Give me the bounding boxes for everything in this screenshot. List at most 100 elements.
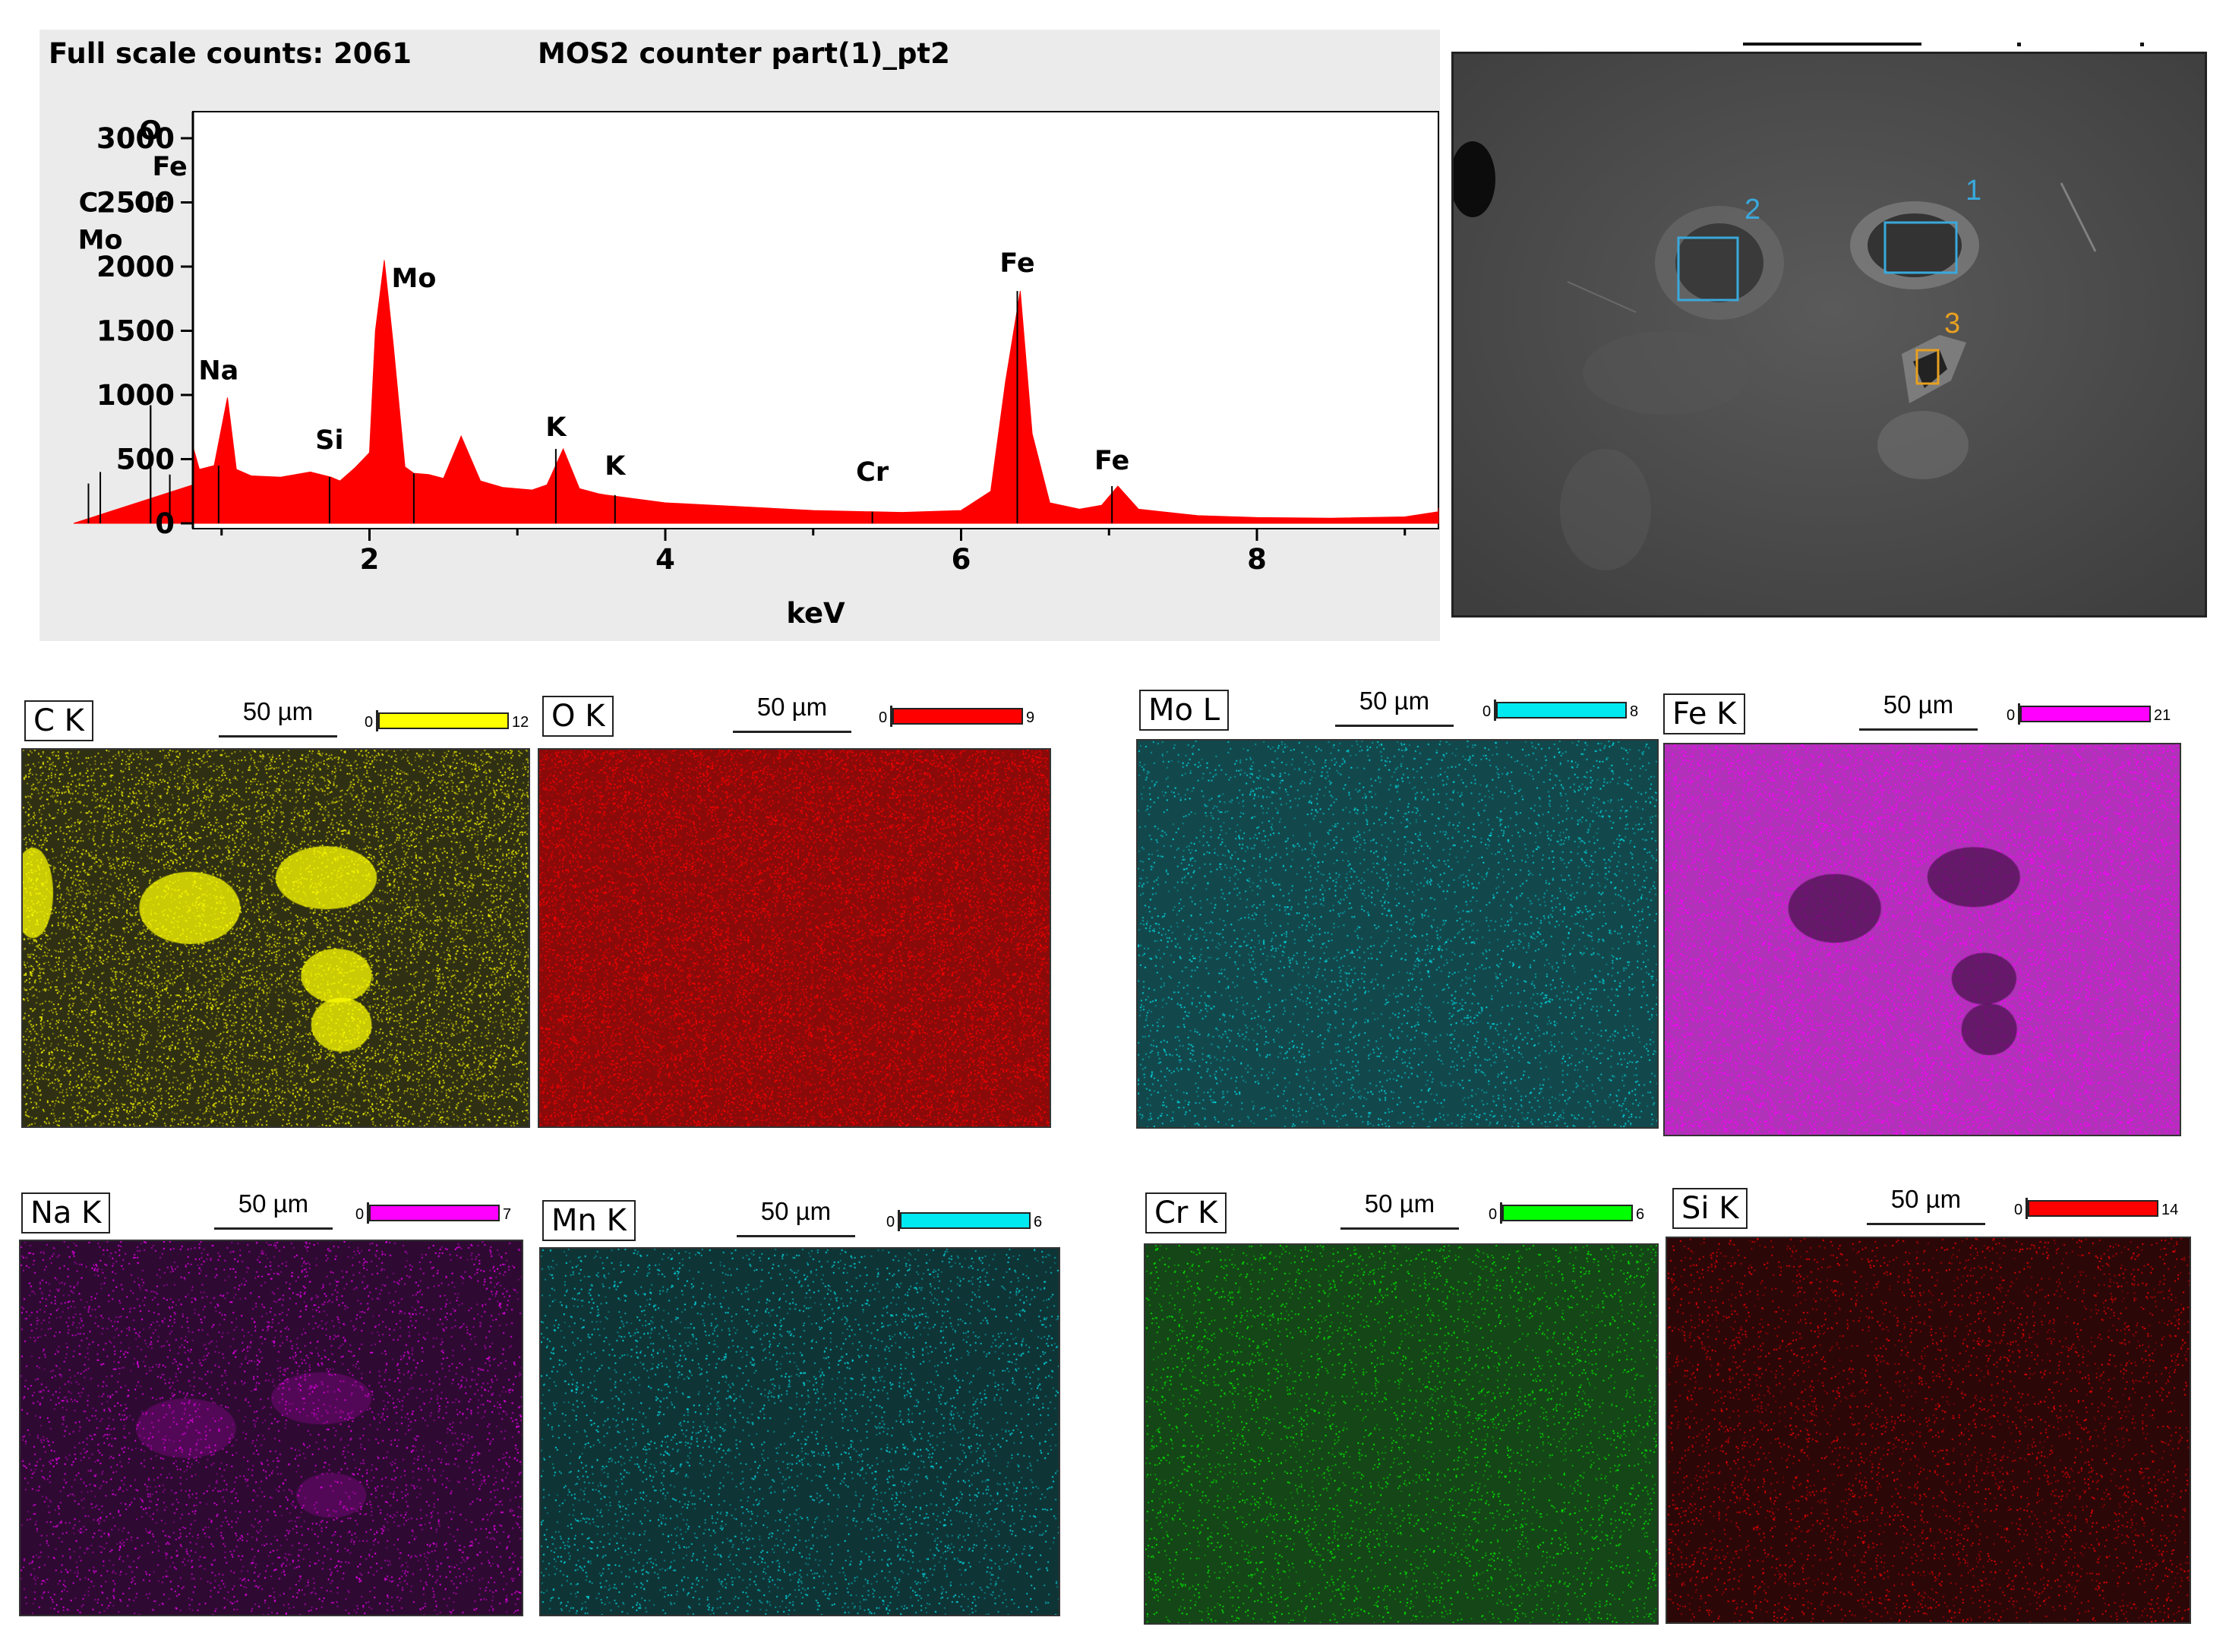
- colorbar-zero-tick: [890, 706, 892, 727]
- spectrum-panel: Full scale counts: 2061 MOS2 counter par…: [39, 30, 1440, 641]
- sem-image: 2 1 3: [1451, 52, 2207, 618]
- scale-bar-label: 50 µm: [1883, 690, 1954, 719]
- element-map-c-k: [21, 748, 530, 1128]
- colorbar-max: 6: [1034, 1214, 1043, 1230]
- colorbar: [2020, 706, 2151, 722]
- peak-label: Na: [198, 356, 238, 387]
- scale-bar-label: 50 µm: [1359, 687, 1430, 715]
- colorbar-min: 0: [355, 1206, 365, 1223]
- peak-label: Fe: [152, 152, 187, 182]
- colorbar-max: 7: [503, 1206, 512, 1223]
- colorbar: [1502, 1205, 1633, 1221]
- y-tick-label: 3000: [96, 122, 175, 155]
- colorbar-max: 8: [1630, 703, 1639, 720]
- element-map-cr-k: [1144, 1243, 1659, 1625]
- sem-region-1-label: 1: [1966, 175, 1981, 207]
- element-map-o-k: [538, 748, 1051, 1128]
- scale-bar-label: 50 µm: [760, 1197, 832, 1225]
- scale-bar: [733, 731, 851, 733]
- map-label-o-k: O K: [542, 696, 614, 737]
- y-tick-label: 0: [155, 507, 175, 540]
- map-label-fe-k: Fe K: [1663, 693, 1746, 734]
- x-tick-label: 4: [655, 543, 675, 576]
- map-label-si-k: Si K: [1672, 1188, 1748, 1229]
- element-map-mo-l: [1136, 739, 1659, 1129]
- sem-region-3-box: [1915, 349, 1940, 385]
- sem-scale-bar: [1743, 43, 1921, 46]
- map-label-mn-k: Mn K: [542, 1200, 636, 1241]
- peak-label: Si: [315, 425, 343, 456]
- peak-label: C: [79, 188, 99, 218]
- element-map-na-k: [19, 1240, 523, 1616]
- colorbar-zero-tick: [1500, 1202, 1502, 1224]
- scale-bar-label: 50 µm: [1364, 1189, 1435, 1218]
- scale-bar-label: 50 µm: [242, 697, 314, 725]
- element-map-mn-k: [539, 1247, 1060, 1616]
- scale-bar: [1340, 1227, 1459, 1230]
- x-tick-label: 6: [952, 543, 971, 576]
- peak-label: Fe: [1094, 446, 1129, 476]
- peak-label: O: [139, 116, 162, 147]
- colorbar-min: 0: [2014, 1202, 2023, 1218]
- colorbar: [1496, 702, 1627, 719]
- scale-bar: [219, 735, 337, 738]
- peak-label: K: [545, 412, 567, 443]
- colorbar-zero-tick: [2018, 703, 2020, 725]
- sem-region-2-box: [1677, 236, 1739, 302]
- colorbar-min: 0: [1482, 703, 1492, 720]
- scale-bar-label: 50 µm: [1890, 1185, 1962, 1213]
- sem-marker-dot: [2017, 43, 2021, 46]
- x-tick-label: 8: [1247, 543, 1267, 576]
- peak-label: Mo: [78, 225, 123, 255]
- peak-label: Fe: [999, 248, 1034, 279]
- colorbar-min: 0: [2007, 707, 2016, 724]
- colorbar: [892, 708, 1023, 725]
- y-tick-label: 1000: [96, 379, 175, 412]
- element-map-si-k: [1666, 1237, 2191, 1624]
- colorbar-max: 6: [1636, 1206, 1645, 1223]
- colorbar-max: 14: [2161, 1202, 2179, 1218]
- colorbar-min: 0: [879, 709, 888, 726]
- scale-bar: [1335, 725, 1454, 727]
- map-label-na-k: Na K: [21, 1192, 111, 1233]
- colorbar: [378, 712, 509, 729]
- sem-marker-dot: [2140, 43, 2144, 46]
- colorbar-zero-tick: [2026, 1198, 2028, 1219]
- scale-bar: [737, 1235, 855, 1237]
- scale-bar: [214, 1227, 333, 1230]
- colorbar-min: 0: [365, 714, 374, 731]
- sem-region-1-box: [1883, 221, 1958, 274]
- colorbar-max: 9: [1026, 709, 1035, 726]
- peak-label: K: [605, 451, 627, 482]
- colorbar-min: 0: [1489, 1206, 1498, 1223]
- y-tick-label: 2000: [96, 251, 175, 283]
- map-label-c-k: C K: [24, 700, 93, 741]
- colorbar: [2028, 1200, 2158, 1217]
- colorbar-zero-tick: [1494, 700, 1496, 721]
- colorbar-max: 21: [2154, 707, 2171, 724]
- full-scale-counts-label: Full scale counts: 2061: [49, 37, 412, 70]
- colorbar-zero-tick: [898, 1210, 900, 1231]
- scale-bar: [1867, 1223, 1985, 1225]
- colorbar-min: 0: [886, 1214, 895, 1230]
- scale-bar: [1859, 728, 1978, 731]
- x-axis-label: keV: [786, 597, 845, 630]
- colorbar-zero-tick: [367, 1202, 369, 1224]
- peak-label: Cr: [856, 457, 889, 488]
- scale-bar-label: 50 µm: [756, 693, 828, 721]
- colorbar-zero-tick: [376, 710, 378, 731]
- peak-label: Cr: [134, 188, 168, 218]
- y-tick-label: 1500: [96, 315, 175, 348]
- sem-region-3-label: 3: [1944, 308, 1960, 340]
- x-tick-label: 2: [360, 543, 380, 576]
- colorbar: [369, 1205, 500, 1221]
- y-tick-label: 2500: [96, 187, 175, 220]
- y-tick-label: 500: [116, 444, 175, 476]
- map-label-cr-k: Cr K: [1145, 1192, 1227, 1233]
- colorbar: [900, 1212, 1031, 1229]
- spectrum-title: MOS2 counter part(1)_pt2: [538, 37, 950, 70]
- sem-region-2-label: 2: [1744, 194, 1760, 226]
- scale-bar-label: 50 µm: [238, 1189, 309, 1218]
- colorbar-max: 12: [512, 714, 529, 731]
- eds-spectrum-chart: 050010001500200025003000246810keVOFeCCrM…: [73, 111, 1439, 630]
